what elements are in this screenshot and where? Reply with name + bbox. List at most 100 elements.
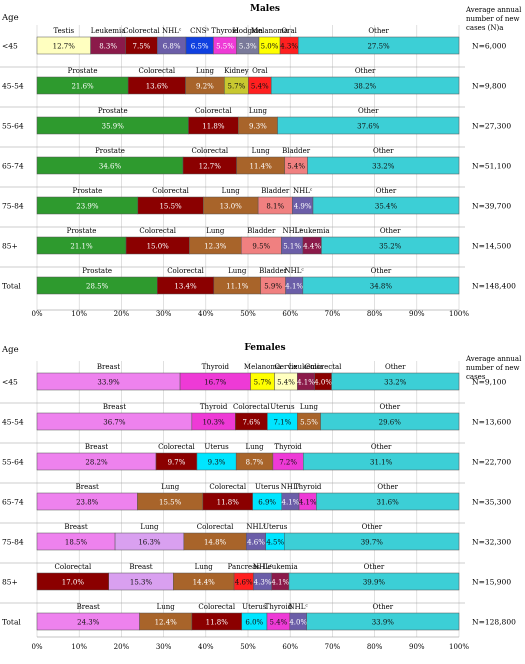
females-segment-value-label: 5.5%	[300, 419, 318, 427]
females-segment-value-label: 9.7%	[168, 459, 186, 467]
males-segment-name-label: Colorectal	[139, 227, 176, 235]
males-segment-name-label: Other	[355, 67, 376, 75]
males-segment-name-label: Colorectal	[152, 187, 189, 195]
males-segment-value-label: 21.6%	[71, 83, 94, 91]
females-age-label: <45	[2, 378, 18, 387]
females-segment-value-label: 36.7%	[103, 419, 126, 427]
males-segment-name-label: Kidney	[224, 67, 249, 75]
females-segment-value-label: 4.0%	[289, 619, 307, 627]
males-bar-segment	[302, 276, 460, 295]
males-segment-name-label: Leukemia	[295, 227, 330, 235]
females-segment-value-label: 12.4%	[155, 619, 178, 627]
males-segment-name-label: Other	[380, 227, 401, 235]
males-segment-value-label: 4.4%	[303, 243, 321, 251]
males-segment-value-label: 12.7%	[53, 43, 76, 51]
females-segment-value-label: 7.2%	[279, 459, 297, 467]
males-segment-name-label: Colorectal	[123, 27, 160, 35]
females-segment-name-label: Lung	[195, 563, 214, 571]
males-segment-name-label: NHLᶜ	[293, 187, 313, 195]
males-segment-name-label: Bladder	[259, 267, 288, 275]
females-x-tick-label: 10%	[71, 643, 87, 651]
females-x-tick-label: 40%	[198, 643, 214, 651]
females-age-label: 45-54	[2, 418, 24, 427]
males-age-axis-label: Age	[1, 13, 19, 23]
females-n-value: N=128,800	[472, 618, 516, 627]
males-segment-name-label: Colorectal	[167, 267, 204, 275]
females-segment-name-label: Thyroid	[265, 603, 293, 611]
females-bar-segment	[331, 372, 460, 391]
females-segment-value-label: 33.9%	[97, 379, 120, 387]
females-n-value: N=35,300	[472, 498, 511, 507]
males-bar-segment	[312, 196, 460, 215]
females-segment-name-label: Colorectal	[233, 403, 270, 411]
females-n-value: N=32,300	[472, 538, 511, 547]
females-segment-value-label: 4.1%	[299, 499, 317, 507]
females-segment-name-label: Colorectal	[158, 443, 195, 451]
females-age-axis-label: Age	[1, 345, 19, 355]
males-segment-value-label: 5.1%	[283, 243, 301, 251]
males-segment-name-label: Prostate	[68, 67, 98, 75]
females-segment-name-label: NHLᶜ	[253, 563, 273, 571]
females-n-value: N=9,100	[472, 378, 507, 387]
females-segment-name-label: Breast	[103, 403, 126, 411]
females-segment-value-label: 5.4%	[277, 379, 295, 387]
females-segment-name-label: Other	[385, 363, 406, 371]
females-segment-name-label: Colorectal	[197, 523, 234, 531]
females-segment-value-label: 15.5%	[159, 499, 182, 507]
females-segment-name-label: Uterus	[255, 483, 280, 491]
females-segment-name-label: Colorectal	[198, 603, 235, 611]
females-segment-value-label: 23.8%	[76, 499, 99, 507]
males-x-tick-label: 90%	[409, 310, 425, 318]
females-age-label: Total	[2, 618, 21, 627]
females-segment-value-label: 9.3%	[208, 459, 226, 467]
females-n-value: N=15,900	[472, 578, 511, 587]
females-segment-name-label: Breast	[129, 563, 152, 571]
females-segment-name-label: NHLᶜ	[289, 603, 309, 611]
females-x-tick-label: 100%	[449, 643, 469, 651]
males-segment-value-label: 11.1%	[226, 283, 249, 291]
males-n-value: N=6,000	[472, 42, 507, 51]
males-segment-value-label: 8.1%	[266, 203, 284, 211]
males-segment-value-label: 27.5%	[367, 43, 390, 51]
females-segment-name-label: Pancreas	[228, 563, 261, 571]
females-bar-segment	[320, 412, 460, 431]
females-segment-name-label: Other	[362, 523, 383, 531]
males-segment-name-label: Oral	[252, 67, 268, 75]
females-segment-value-label: 4.1%	[271, 579, 289, 587]
females-segment-name-label: Lung	[300, 403, 319, 411]
males-segment-value-label: 6.5%	[191, 43, 209, 51]
females-segment-value-label: 6.9%	[258, 499, 276, 507]
females-segment-name-label: Lung	[140, 523, 159, 531]
males-n-header: Average annual number of new cases (N)a	[465, 6, 522, 32]
females-x-tick-label: 90%	[409, 643, 425, 651]
males-segment-name-label: NHLᶜ	[162, 27, 182, 35]
females-segment-value-label: 7.6%	[242, 419, 260, 427]
females-segment-name-label: Colorectal	[305, 363, 342, 371]
males-segment-name-label: Lung	[249, 107, 268, 115]
males-segment-name-label: Colorectal	[139, 67, 176, 75]
females-segment-name-label: Breast	[76, 483, 99, 491]
females-segment-name-label: Uterus	[204, 443, 229, 451]
females-segment-value-label: 39.9%	[363, 579, 386, 587]
males-x-tick-label: 100%	[449, 310, 469, 318]
males-segment-name-label: CNSᵇ	[190, 27, 209, 35]
females-segment-name-label: Breast	[64, 523, 87, 531]
females-segment-value-label: 16.3%	[138, 539, 161, 547]
males-x-tick-label: 40%	[198, 310, 214, 318]
males-age-label: 55-64	[2, 122, 24, 131]
males-x-tick-label: 30%	[156, 310, 172, 318]
males-bar-segment	[307, 156, 460, 175]
males-segment-value-label: 5.3%	[239, 43, 257, 51]
males-segment-value-label: 6.8%	[163, 43, 181, 51]
males-segment-name-label: Other	[376, 187, 397, 195]
males-n-value: N=9,800	[472, 82, 507, 91]
males-segment-name-label: Other	[358, 107, 379, 115]
males-segment-value-label: 5.5%	[216, 43, 234, 51]
males-x-tick-label: 20%	[114, 310, 130, 318]
females-segment-name-label: Melanoma	[244, 363, 281, 371]
males-segment-value-label: 4.9%	[294, 203, 312, 211]
females-n-header: Average annual number of new cases	[465, 355, 522, 381]
males-n-value: N=27,300	[472, 122, 511, 131]
females-segment-value-label: 4.6%	[235, 579, 253, 587]
females-segment-name-label: Other	[373, 603, 394, 611]
